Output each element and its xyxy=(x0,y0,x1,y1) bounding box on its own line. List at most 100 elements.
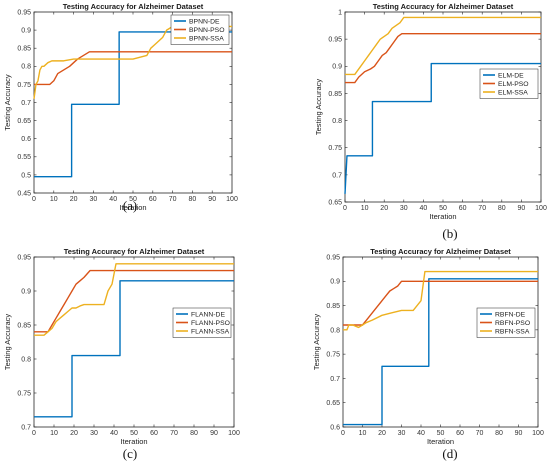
x-tick-label: 60 xyxy=(456,430,464,437)
x-tick-label: 20 xyxy=(378,430,386,437)
x-axis-label: Iteration xyxy=(429,212,456,221)
legend-entry: BPNN-SSA xyxy=(189,35,224,42)
legend-entry: FLANN-PSO xyxy=(191,320,230,327)
x-tick-label: 90 xyxy=(208,196,216,203)
x-tick-label: 80 xyxy=(495,430,503,437)
y-tick-label: 0.75 xyxy=(17,390,31,397)
y-tick-label: 0.9 xyxy=(332,64,342,71)
panel-label: (c) xyxy=(123,446,137,461)
y-tick-label: 0.6 xyxy=(21,136,31,143)
legend-entry: ELM-DE xyxy=(498,72,524,79)
series-line-BPNN-PSO xyxy=(34,51,232,86)
y-tick-label: 0.45 xyxy=(17,190,31,197)
x-tick-label: 10 xyxy=(361,205,369,212)
legend-entry: BPNN-DE xyxy=(189,18,220,25)
x-tick-label: 50 xyxy=(437,430,445,437)
y-tick-label: 0.95 xyxy=(328,37,342,44)
y-tick-label: 0.7 xyxy=(330,376,340,383)
x-tick-label: 50 xyxy=(130,430,138,437)
y-tick-label: 0.8 xyxy=(330,327,340,334)
y-tick-label: 0.6 xyxy=(330,424,340,431)
x-tick-label: 30 xyxy=(90,196,98,203)
x-tick-label: 80 xyxy=(189,196,197,203)
x-tick-label: 60 xyxy=(150,430,158,437)
y-tick-label: 0.65 xyxy=(17,118,31,125)
x-tick-label: 10 xyxy=(50,196,58,203)
legend-entry: FLANN-DE xyxy=(191,311,225,318)
plot-area xyxy=(344,11,542,203)
x-axis-label: Iteration xyxy=(119,203,146,212)
x-tick-label: 40 xyxy=(110,430,118,437)
chart-title: Testing Accuracy for Alzheimer Dataset xyxy=(373,2,514,11)
x-tick-label: 100 xyxy=(228,430,240,437)
chart-panel-3: Testing Accuracy for Alzheimer Dataset 0 1… xyxy=(312,247,544,461)
y-tick-label: 0.7 xyxy=(332,172,342,179)
y-tick-label: 0.7 xyxy=(21,424,31,431)
y-tick-label: 0.75 xyxy=(328,145,342,152)
y-tick-label: 0.9 xyxy=(21,288,31,295)
legend-entry: ELM-SSA xyxy=(498,89,528,96)
plot-area xyxy=(342,256,539,428)
y-tick-label: 0.5 xyxy=(21,172,31,179)
y-tick-label: 0.95 xyxy=(326,254,340,261)
x-tick-label: 60 xyxy=(459,205,467,212)
x-tick-label: 100 xyxy=(535,205,547,212)
x-tick-label: 70 xyxy=(169,196,177,203)
y-tick-label: 0.85 xyxy=(328,91,342,98)
series-line-FLANN-SSA xyxy=(34,263,234,336)
y-tick-label: 0.9 xyxy=(21,28,31,35)
x-tick-label: 70 xyxy=(170,430,178,437)
chart-title: Testing Accuracy for Alzheimer Dataset xyxy=(63,2,204,11)
x-tick-label: 30 xyxy=(398,430,406,437)
x-tick-label: 70 xyxy=(478,205,486,212)
x-tick-label: 50 xyxy=(129,196,137,203)
y-tick-label: 0.65 xyxy=(326,400,340,407)
series-line-FLANN-PSO xyxy=(34,269,234,333)
legend-entry: ELM-PSO xyxy=(498,81,529,88)
x-tick-label: 0 xyxy=(32,430,36,437)
chart-title: Testing Accuracy for Alzheimer Dataset xyxy=(370,247,511,256)
chart-title: Testing Accuracy for Alzheimer Dataset xyxy=(64,247,205,256)
y-tick-label: 0.95 xyxy=(17,9,31,16)
x-tick-label: 20 xyxy=(70,430,78,437)
legend-entry: RBFN-DE xyxy=(495,311,526,318)
panel-label: (a) xyxy=(123,198,137,213)
x-tick-label: 0 xyxy=(32,196,36,203)
y-axis-label: Testing Accuracy xyxy=(314,79,323,136)
y-tick-label: 0.75 xyxy=(326,352,340,359)
series-line-RBFN-PSO xyxy=(343,280,538,326)
y-tick-label: 0.85 xyxy=(17,322,31,329)
y-axis-label: Testing Accuracy xyxy=(312,314,321,371)
plot-area xyxy=(33,256,235,428)
x-tick-label: 0 xyxy=(341,430,345,437)
x-tick-label: 80 xyxy=(190,430,198,437)
legend-entry: RBFN-PSO xyxy=(495,320,530,327)
series-line-ELM-DE xyxy=(344,62,541,194)
x-tick-label: 80 xyxy=(498,205,506,212)
x-tick-label: 10 xyxy=(359,430,367,437)
x-tick-label: 90 xyxy=(515,430,523,437)
y-tick-label: 0.55 xyxy=(17,154,31,161)
x-tick-label: 40 xyxy=(420,205,428,212)
y-tick-label: 0.85 xyxy=(17,46,31,53)
y-tick-label: 0.8 xyxy=(332,118,342,125)
x-tick-label: 30 xyxy=(90,430,98,437)
series-line-BPNN-SSA xyxy=(33,25,232,99)
x-tick-label: 90 xyxy=(210,430,218,437)
series-line-FLANN-DE xyxy=(34,280,234,418)
legend-entry: RBFN-SSA xyxy=(495,328,530,335)
y-tick-label: 0.95 xyxy=(17,254,31,261)
y-tick-label: 0.75 xyxy=(17,82,31,89)
series-line-RBFN-SSA xyxy=(343,270,538,331)
y-axis-label: Testing Accuracy xyxy=(3,314,12,371)
y-tick-label: 0.7 xyxy=(21,100,31,107)
chart-panel-2: Testing Accuracy for Alzheimer Dataset 0 1… xyxy=(3,247,240,461)
panel-label: (b) xyxy=(442,226,457,241)
x-tick-label: 20 xyxy=(70,196,78,203)
y-axis-label: Testing Accuracy xyxy=(3,74,12,131)
y-tick-label: 0.8 xyxy=(21,64,31,71)
